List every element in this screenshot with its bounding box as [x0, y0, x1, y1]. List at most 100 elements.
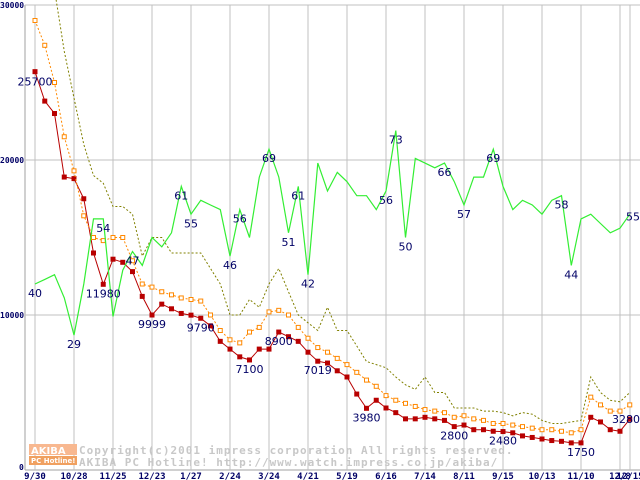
- data-point-min-price: [32, 69, 38, 75]
- data-point-avg-price: [354, 369, 360, 375]
- x-tick-label: 8/11: [453, 472, 475, 480]
- data-point-avg-price: [383, 393, 389, 399]
- data-point-avg-price: [325, 349, 330, 355]
- data-label: 57: [457, 208, 471, 221]
- data-point-avg-price: [334, 355, 340, 361]
- x-tick-label: 6/16: [375, 472, 397, 480]
- data-label: 8900: [265, 335, 293, 348]
- data-point-min-price: [412, 416, 418, 422]
- data-point-min-price: [276, 329, 282, 335]
- data-label: 29: [67, 338, 81, 351]
- data-label: 40: [28, 287, 42, 300]
- data-point-avg-price: [227, 337, 233, 343]
- data-point-avg-price: [71, 168, 77, 174]
- data-point-min-price: [364, 405, 369, 411]
- y-axis: 0 10000 20000 30000: [0, 1, 24, 472]
- data-labels: 25700 11980 9999 9790 7100 8900 7019 3980 2800 24…: [18, 76, 640, 459]
- data-point-avg-price: [510, 422, 516, 428]
- data-label: 7100: [236, 363, 264, 376]
- data-label: 66: [438, 166, 452, 179]
- data-label: 56: [379, 194, 393, 207]
- data-label: 47: [126, 254, 140, 267]
- data-point-avg-price: [188, 297, 194, 302]
- data-point-avg-price: [393, 397, 399, 403]
- data-label: 58: [555, 199, 569, 212]
- data-point-min-price: [432, 416, 438, 422]
- data-point-avg-price: [549, 427, 555, 433]
- x-tick-label: 11/10: [567, 472, 594, 480]
- data-point-avg-price: [130, 258, 135, 264]
- data-point-avg-price: [139, 281, 145, 287]
- data-point-min-price: [227, 346, 233, 352]
- data-point-avg-price: [461, 413, 467, 419]
- data-point-min-price: [100, 281, 106, 287]
- data-point-avg-price: [91, 235, 96, 240]
- data-point-min-price: [208, 323, 213, 329]
- data-point-min-price: [559, 438, 564, 444]
- data-point-avg-price: [344, 362, 350, 368]
- x-tick-label: 1/27: [180, 472, 202, 480]
- data-point-min-price: [315, 358, 321, 364]
- data-point-avg-price: [627, 402, 633, 408]
- data-label: 46: [223, 259, 237, 272]
- y-tick-label: 30000: [0, 1, 24, 10]
- data-point-min-price: [139, 293, 145, 299]
- data-point-avg-price: [403, 400, 408, 406]
- logo-akiba: AKIBA: [31, 446, 66, 457]
- data-point-avg-price: [364, 377, 369, 383]
- x-tick-label: 12/23: [138, 472, 165, 480]
- series-line-count: [34, 130, 631, 336]
- x-tick-label: 9/15: [492, 472, 514, 480]
- data-point-min-price: [286, 334, 291, 340]
- data-point-avg-price: [617, 408, 623, 414]
- data-point-avg-price: [42, 42, 48, 48]
- x-tick-label: 10/13: [528, 472, 555, 480]
- data-point-avg-price: [598, 402, 603, 408]
- logo-pc-hotline: PC Hotline!: [31, 457, 75, 465]
- x-tick-label: 9/30: [24, 472, 46, 480]
- data-point-min-price: [520, 433, 525, 439]
- data-point-avg-price: [578, 427, 584, 433]
- data-point-min-price: [325, 360, 330, 366]
- series-line-min-price: [34, 71, 631, 444]
- data-point-avg-price: [169, 292, 174, 298]
- data-point-min-price: [295, 338, 301, 344]
- data-point-min-price: [71, 176, 77, 182]
- data-point-min-price: [403, 416, 408, 422]
- data-point-avg-price: [276, 307, 282, 313]
- data-point-min-price: [178, 310, 184, 316]
- data-point-min-price: [334, 368, 340, 374]
- data-point-avg-price: [110, 235, 116, 240]
- data-point-min-price: [344, 374, 350, 380]
- x-tick-label: 3/24: [258, 472, 280, 480]
- y-tick-label: 10000: [0, 311, 24, 320]
- data-point-min-price: [198, 315, 204, 321]
- x-axis: 9/30 10/28 11/25 12/23 1/27 2/24 3/24 4/21 5/19 6…: [24, 472, 640, 480]
- data-point-avg-price: [266, 309, 272, 315]
- data-point-min-price: [471, 427, 477, 433]
- data-point-min-price: [169, 306, 174, 312]
- data-point-min-price: [91, 250, 96, 256]
- data-label: 11980: [86, 287, 121, 300]
- data-label: 7019: [304, 364, 332, 377]
- data-label: 50: [399, 241, 413, 254]
- data-point-avg-price: [237, 340, 243, 346]
- data-point-avg-price: [500, 421, 506, 426]
- data-point-min-price: [451, 424, 457, 430]
- y-tick-label: 0: [19, 463, 24, 472]
- data-point-avg-price: [442, 410, 447, 416]
- data-point-avg-price: [286, 312, 291, 318]
- data-point-min-price: [529, 434, 535, 440]
- data-label: 3980: [353, 411, 381, 424]
- data-point-avg-price: [120, 235, 126, 240]
- data-point-avg-price: [81, 213, 87, 219]
- data-point-avg-price: [256, 324, 262, 330]
- data-point-min-price: [627, 416, 633, 422]
- data-label: 44: [564, 268, 578, 281]
- data-point-min-price: [52, 111, 57, 116]
- data-point-avg-price: [61, 134, 67, 140]
- data-label: 73: [389, 134, 403, 147]
- data-point-avg-price: [198, 298, 204, 304]
- data-point-min-price: [539, 436, 545, 442]
- logo-top-bg: [29, 444, 77, 455]
